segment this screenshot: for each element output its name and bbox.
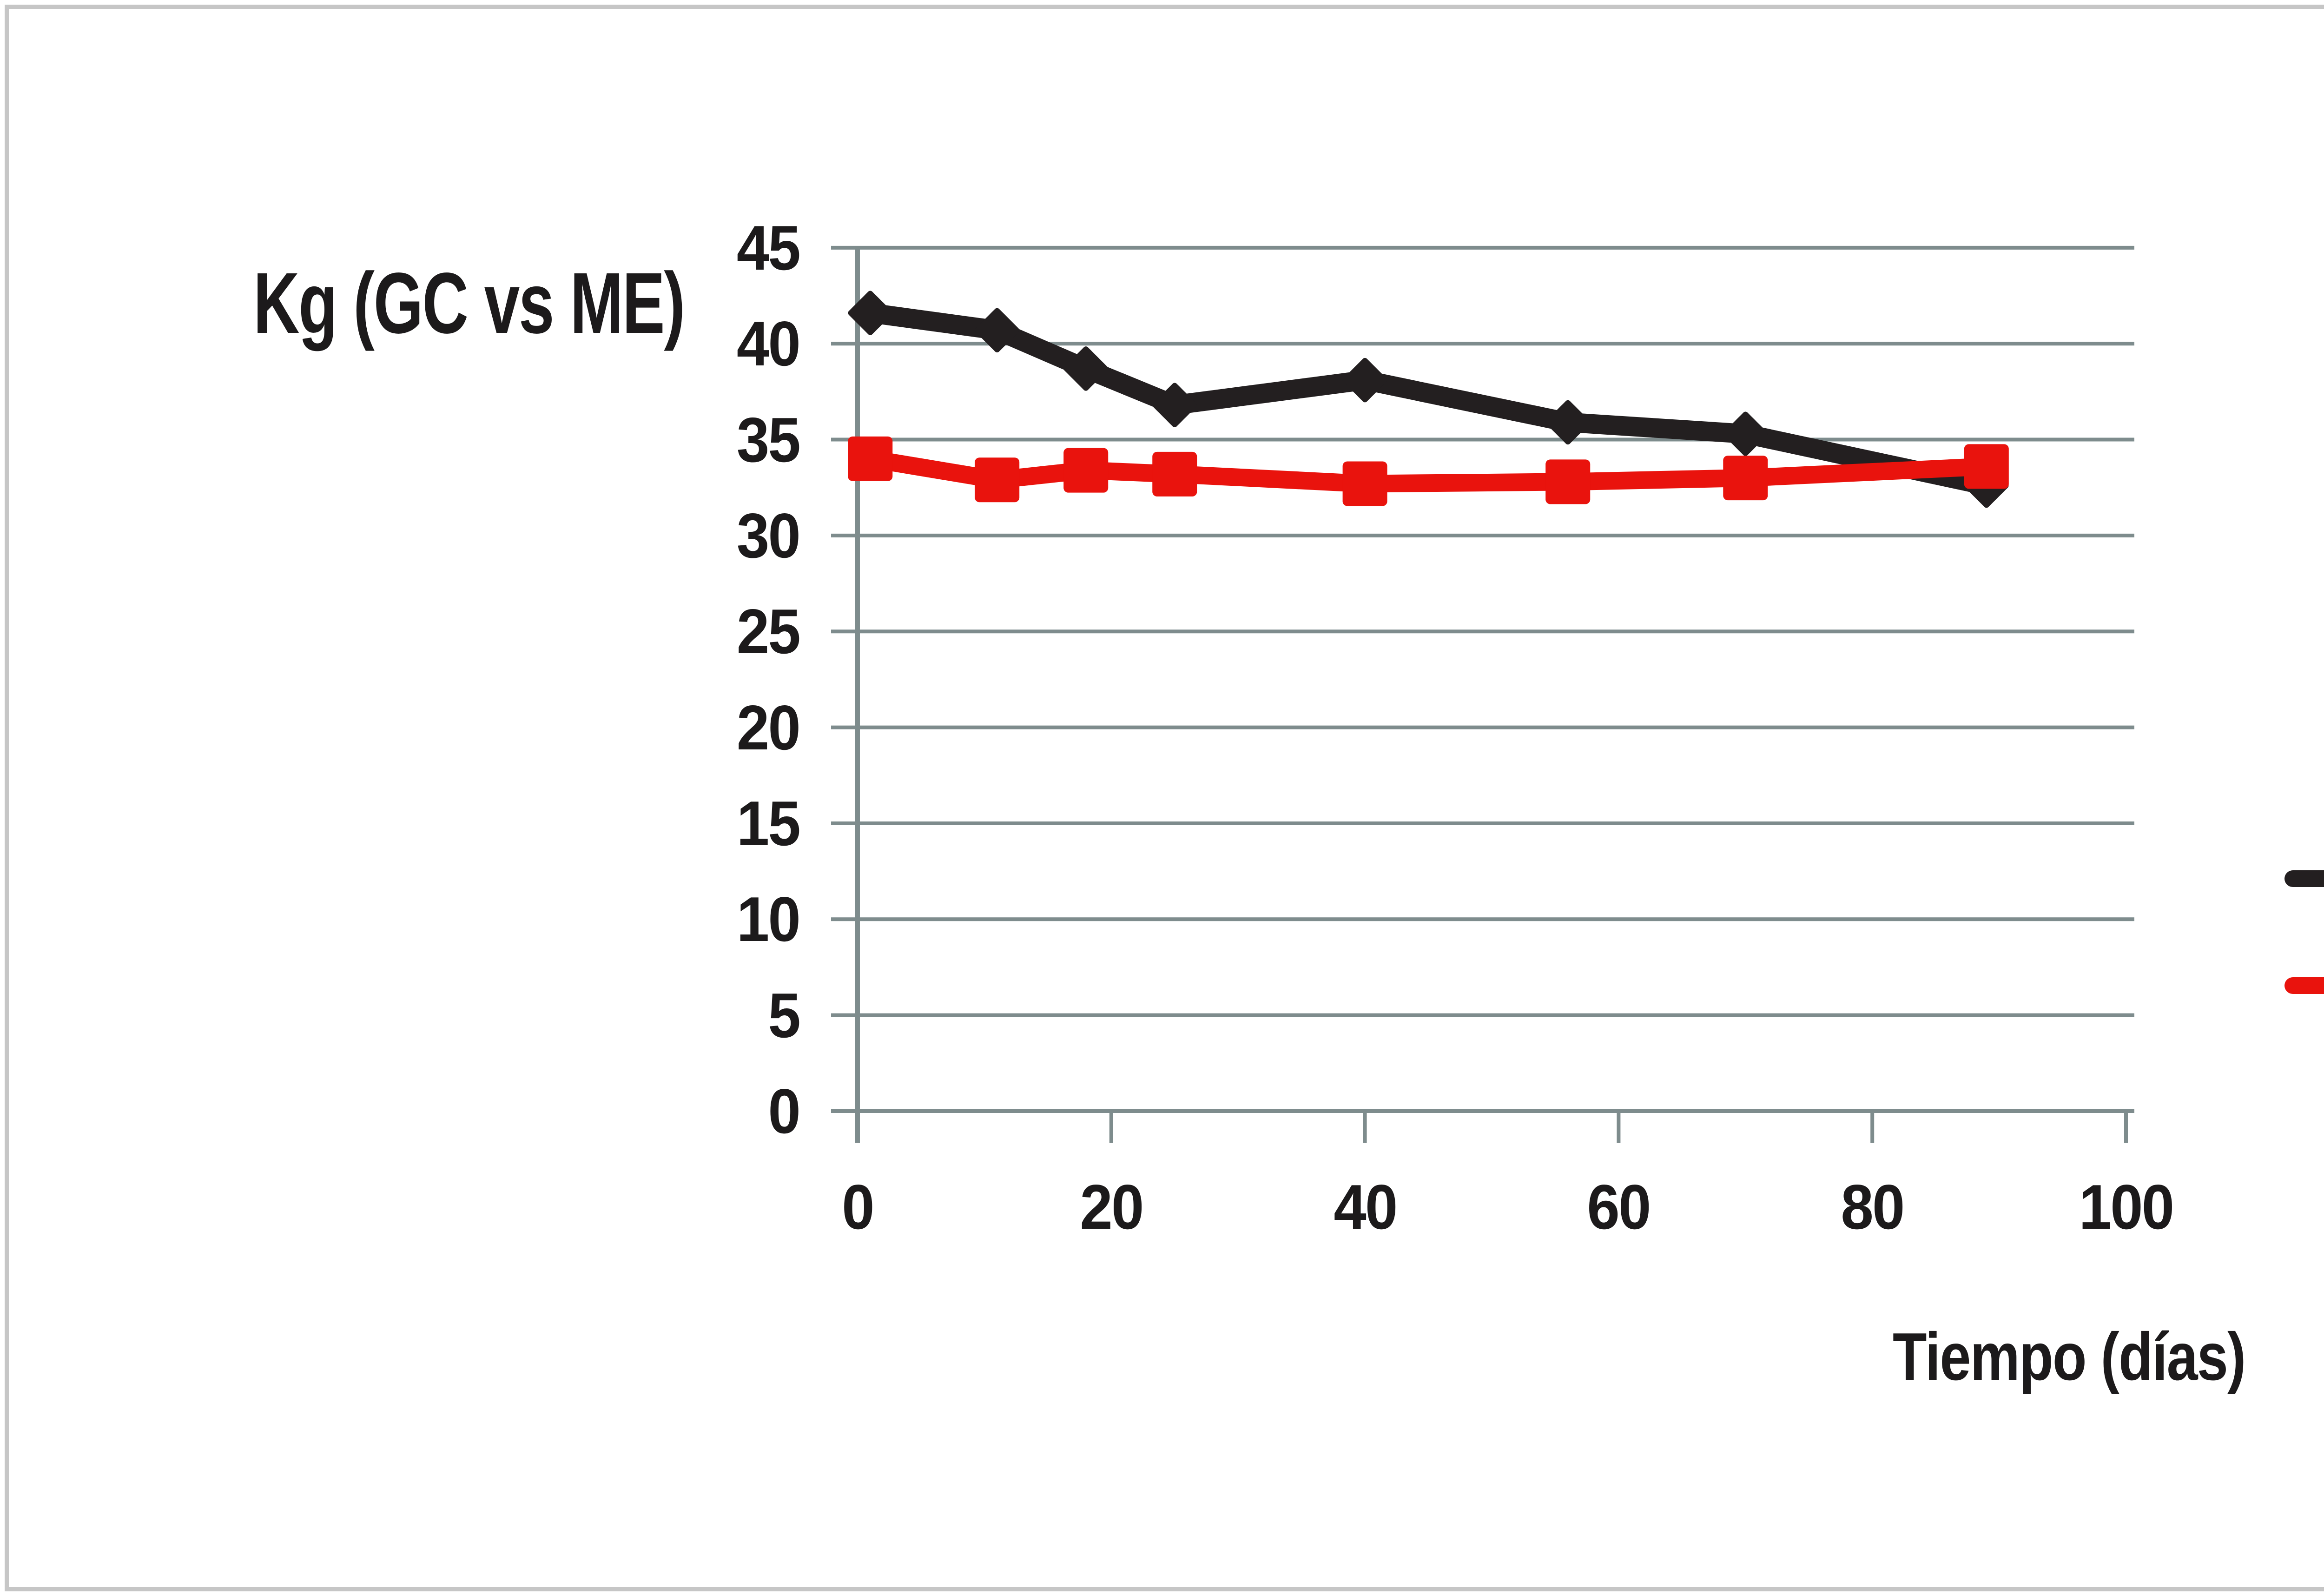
- kg-me-point-day-18: [1063, 448, 1109, 493]
- kg-gc-legend-line: [2284, 870, 2324, 887]
- x-tick-label-40: 40: [1334, 1172, 1398, 1242]
- kg-gc-point-day-56: [1545, 400, 1590, 445]
- y-tick-label-5: 5: [768, 980, 800, 1051]
- y-tick-label-25: 25: [736, 596, 801, 667]
- kg-me-point-day-70: [1723, 456, 1768, 501]
- x-tick-label-20: 20: [1080, 1172, 1144, 1242]
- kg-me-point-day-1: [848, 436, 893, 481]
- page-border-frame: [5, 5, 2324, 1591]
- x-tick-label-60: 60: [1587, 1172, 1651, 1242]
- kg-gc-point-day-18: [1063, 346, 1108, 391]
- y-tick-label-35: 35: [736, 404, 801, 475]
- kg-gc-point-day-1: [848, 291, 893, 335]
- kg-me-point-day-56: [1545, 459, 1591, 504]
- kg-gc-line: [860, 303, 1996, 496]
- y-tick-label-45: 45: [736, 212, 801, 283]
- kg-gc-point-day-40: [1342, 358, 1387, 403]
- kg-me-point-day-25: [1152, 451, 1197, 497]
- kg-me-point-day-89: [1964, 444, 2009, 489]
- y-axis-title: Kg (GC vs ME): [253, 255, 685, 351]
- kg-gc-point-day-25: [1152, 383, 1197, 427]
- x-tick-label-100: 100: [2079, 1172, 2174, 1242]
- kg-me-point-day-40: [1342, 461, 1387, 506]
- x-axis-title: Tiempo (días): [1893, 1319, 2246, 1394]
- y-tick-label-0: 0: [768, 1076, 800, 1146]
- y-tick-label-30: 30: [736, 500, 801, 571]
- y-tick-label-40: 40: [736, 308, 801, 379]
- y-tick-label-20: 20: [736, 692, 801, 763]
- kg-me-point-day-11: [975, 457, 1020, 503]
- x-tick-label-0: 0: [842, 1172, 874, 1242]
- kg-me-line: [861, 450, 1995, 493]
- y-tick-label-15: 15: [736, 788, 801, 859]
- y-tick-label-10: 10: [736, 884, 801, 955]
- kg-me-legend-line: [2284, 977, 2324, 994]
- x-tick-label-80: 80: [1841, 1172, 1905, 1242]
- kg-gc-point-day-11: [975, 308, 1019, 353]
- kg-gc-point-day-70: [1723, 411, 1768, 456]
